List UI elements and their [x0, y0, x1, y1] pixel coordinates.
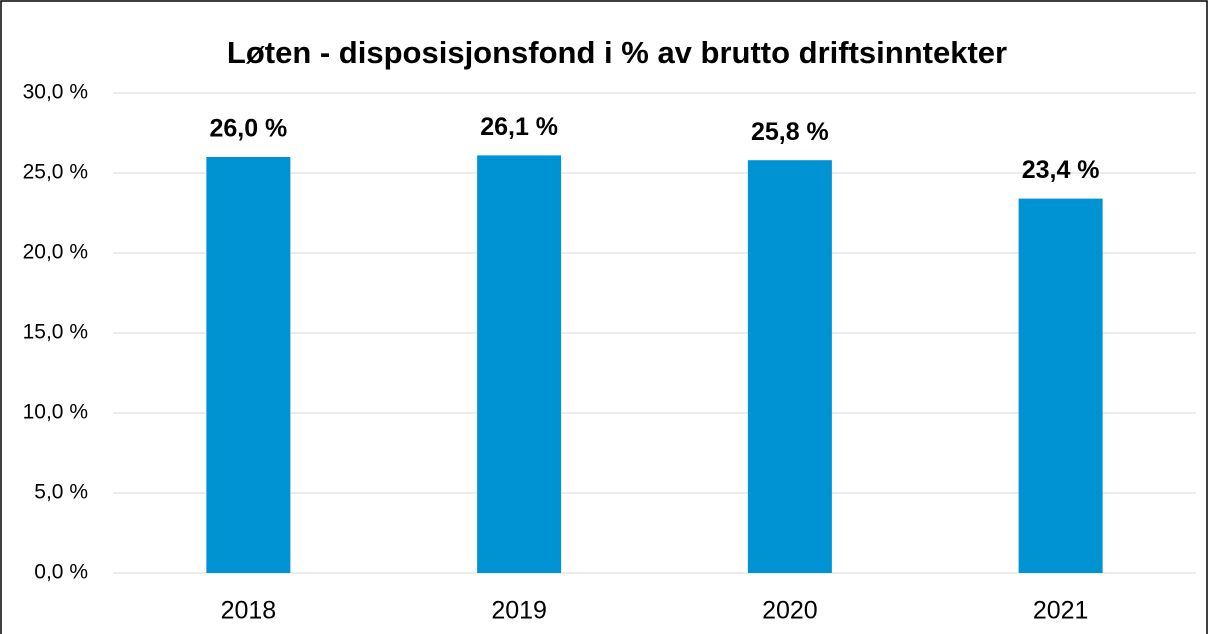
bar [747, 160, 832, 573]
data-label: 26,0 % [209, 115, 287, 143]
y-tick-label: 0,0 % [34, 561, 88, 584]
data-label: 23,4 % [1022, 156, 1100, 184]
y-tick-label: 15,0 % [23, 321, 88, 344]
y-tick-label: 30,0 % [23, 81, 88, 104]
data-label: 25,8 % [751, 118, 829, 146]
y-tick-label: 25,0 % [23, 161, 88, 184]
y-tick-label: 10,0 % [23, 401, 88, 424]
x-tick-label: 2018 [221, 597, 277, 625]
y-tick-label: 20,0 % [23, 241, 88, 264]
bar [206, 157, 291, 573]
x-tick-label: 2021 [1033, 597, 1089, 625]
chart-title: Løten - disposisjonsfond i % av brutto d… [227, 35, 1007, 70]
y-tick-label: 5,0 % [34, 481, 88, 504]
bar [477, 155, 562, 573]
x-tick-label: 2019 [491, 597, 547, 625]
data-label: 26,1 % [480, 113, 558, 141]
x-tick-label: 2020 [762, 597, 818, 625]
bar [1018, 198, 1103, 573]
